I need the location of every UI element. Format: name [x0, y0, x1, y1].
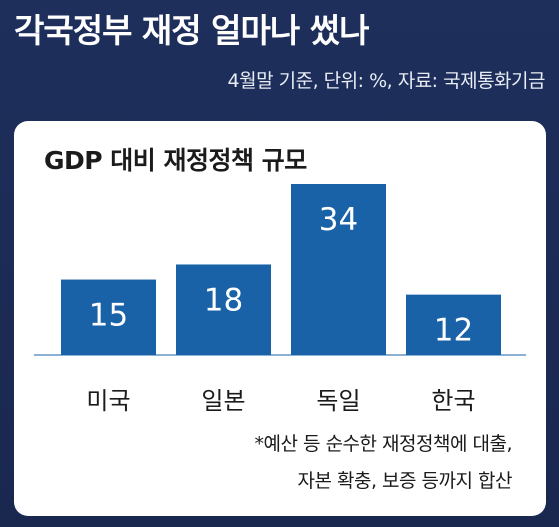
- bar-chart: 15 미국 18 일본 34 독일 12 한국: [34, 184, 526, 415]
- bar-value-label: 12: [434, 313, 473, 349]
- footnote-line-2: 자본 확충, 보증 등까지 합산: [297, 470, 513, 492]
- bar-2: [176, 264, 271, 355]
- bar-1: [61, 279, 156, 355]
- chart-title: GDP 대비 재정정책 규모: [44, 146, 307, 175]
- bar-value-label: 15: [89, 298, 128, 334]
- category-label: 한국: [431, 387, 475, 415]
- bar-value-label: 18: [204, 282, 243, 318]
- bar-4: [406, 294, 501, 355]
- category-label: 독일: [316, 387, 360, 415]
- chart-panel: GDP 대비 재정정책 규모 15 미국 18 일본 34 독일 12 한국 *예산 등 순수…: [14, 121, 546, 516]
- bar-3: [291, 184, 386, 355]
- category-label: 미국: [86, 387, 130, 415]
- page-title: 각국정부 재정 얼마나 썼나: [14, 11, 369, 50]
- bar-value-label: 34: [319, 202, 358, 238]
- category-label: 일본: [201, 387, 245, 415]
- footnote-line-1: *예산 등 순수한 재정정책에 대출,: [254, 433, 513, 455]
- source-note: 4월말 기준, 단위: %, 자료: 국제통화기금: [227, 70, 546, 92]
